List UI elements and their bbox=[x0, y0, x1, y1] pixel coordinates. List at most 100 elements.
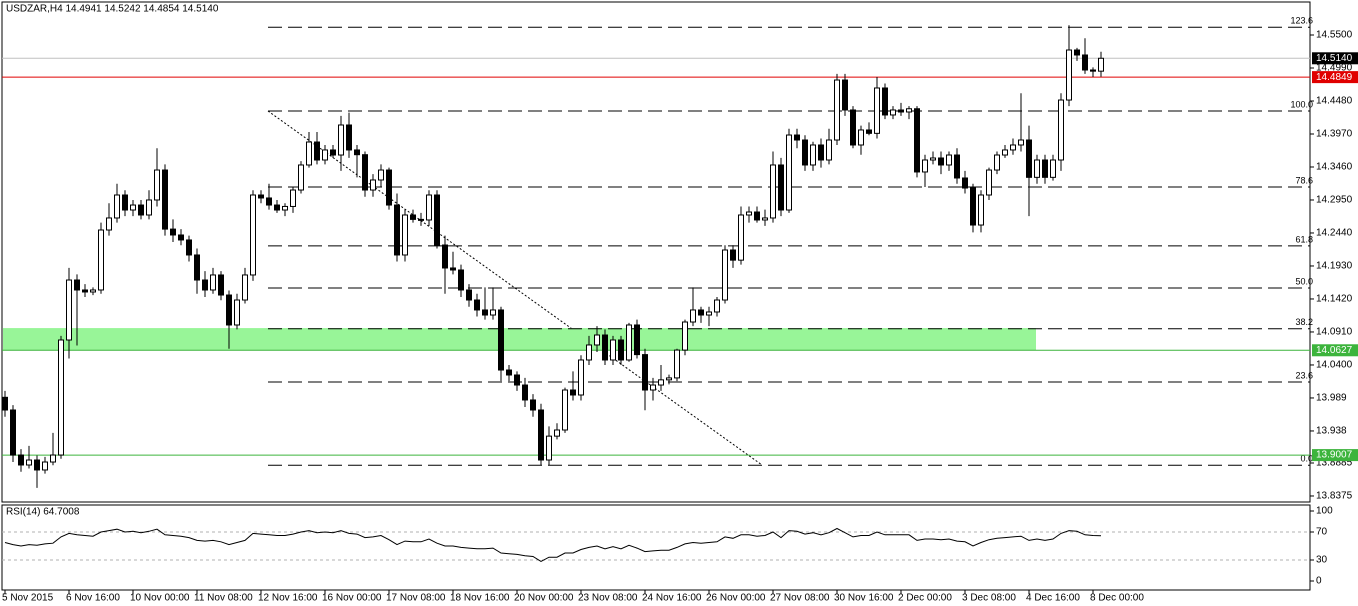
candle-body bbox=[386, 169, 392, 206]
candle-body bbox=[666, 377, 672, 381]
candle-body bbox=[810, 144, 816, 166]
fib-label: 100.0 bbox=[1290, 99, 1313, 109]
x-tick-label: 8 Dec 00:00 bbox=[1090, 593, 1144, 604]
candle-body bbox=[18, 454, 24, 466]
candle-body bbox=[34, 459, 40, 471]
candle-body bbox=[210, 274, 216, 291]
candle-body bbox=[114, 194, 120, 219]
candle-body bbox=[330, 149, 336, 156]
x-tick-label: 12 Nov 16:00 bbox=[258, 593, 318, 604]
rsi-tick-label: 30 bbox=[1316, 555, 1328, 566]
candle-body bbox=[346, 124, 352, 151]
candle-body bbox=[786, 134, 792, 211]
candle-body bbox=[1002, 149, 1008, 156]
rsi-line bbox=[4, 527, 1102, 562]
candle-body bbox=[674, 349, 680, 379]
x-tick-label: 24 Nov 16:00 bbox=[642, 593, 702, 604]
candle-body bbox=[458, 269, 464, 291]
candle-body bbox=[354, 149, 360, 156]
price-level-box bbox=[1312, 449, 1358, 462]
candle-body bbox=[1042, 159, 1048, 178]
candle-body bbox=[1018, 139, 1024, 146]
candle-body bbox=[162, 169, 168, 230]
candle-body bbox=[730, 249, 736, 261]
candle-body bbox=[298, 164, 304, 191]
x-tick-label: 4 Dec 16:00 bbox=[1026, 593, 1080, 604]
candle-body bbox=[1066, 49, 1072, 101]
candle-body bbox=[1010, 144, 1016, 151]
fib-label: 23.6 bbox=[1295, 370, 1313, 380]
y-tick-label: 14.1930 bbox=[1316, 261, 1353, 272]
candle-body bbox=[74, 279, 80, 291]
candle-body bbox=[378, 169, 384, 181]
price-level-label: 13.9007 bbox=[1316, 450, 1353, 461]
candle-body bbox=[642, 354, 648, 391]
candle-body bbox=[634, 324, 640, 356]
candle-body bbox=[1050, 159, 1056, 178]
y-tick-label: 13.8375 bbox=[1316, 491, 1353, 502]
price-level-box bbox=[1312, 344, 1358, 357]
candle-body bbox=[122, 194, 128, 211]
x-tick-label: 5 Nov 2015 bbox=[2, 593, 54, 604]
candle-body bbox=[794, 134, 800, 141]
candle-body bbox=[954, 154, 960, 179]
candle-body bbox=[498, 309, 504, 371]
candle-body bbox=[186, 239, 192, 256]
fib-trend-line bbox=[267, 110, 763, 466]
candle-body bbox=[146, 199, 152, 216]
candle-body bbox=[202, 279, 208, 291]
y-tick-label: 14.4480 bbox=[1316, 96, 1353, 107]
y-tick-label: 13.938 bbox=[1316, 426, 1347, 437]
fib-label: 123.6 bbox=[1290, 16, 1313, 26]
x-tick-label: 17 Nov 08:00 bbox=[386, 593, 446, 604]
x-tick-label: 11 Nov 08:00 bbox=[194, 593, 253, 604]
price-level-box bbox=[1312, 71, 1358, 84]
rsi-tick-label: 100 bbox=[1316, 506, 1333, 517]
candle-body bbox=[706, 311, 712, 316]
candle-body bbox=[1082, 54, 1088, 71]
candle-body bbox=[626, 324, 632, 361]
candle-body bbox=[866, 129, 872, 134]
candle-body bbox=[514, 374, 520, 386]
candle-body bbox=[554, 429, 560, 437]
candle-body bbox=[58, 339, 64, 456]
candle-body bbox=[314, 141, 320, 161]
candle-body bbox=[338, 124, 344, 156]
candle-body bbox=[10, 409, 16, 456]
candle-body bbox=[746, 211, 752, 216]
candle-body bbox=[922, 159, 928, 173]
candle-body bbox=[362, 154, 368, 191]
x-tick-label: 23 Nov 08:00 bbox=[578, 593, 638, 604]
y-tick-label: 13.8885 bbox=[1316, 458, 1353, 469]
candle-body bbox=[586, 344, 592, 361]
candle-body bbox=[1098, 57, 1104, 72]
candle-body bbox=[274, 204, 280, 211]
main-panel bbox=[1, 1, 1311, 503]
fib-label: 61.8 bbox=[1295, 234, 1313, 244]
candle-body bbox=[842, 79, 848, 111]
candle-body bbox=[170, 228, 176, 236]
candle-body bbox=[234, 299, 240, 326]
candle-body bbox=[82, 289, 88, 293]
candle-body bbox=[650, 384, 656, 391]
candle-body bbox=[282, 205, 288, 211]
candle-body bbox=[978, 194, 984, 226]
candle-body bbox=[570, 389, 576, 396]
candle-body bbox=[914, 108, 920, 173]
candle-body bbox=[266, 197, 272, 206]
candle-body bbox=[490, 309, 496, 316]
candle-body bbox=[42, 461, 48, 471]
candle-body bbox=[578, 359, 584, 396]
candle-body bbox=[754, 211, 760, 221]
candle-body bbox=[1090, 69, 1096, 72]
x-tick-label: 27 Nov 08:00 bbox=[770, 593, 830, 604]
candle-body bbox=[250, 194, 256, 276]
candle-body bbox=[906, 108, 912, 113]
rsi-tick-label: 70 bbox=[1316, 527, 1328, 538]
candle-body bbox=[1058, 99, 1064, 161]
candle-body bbox=[154, 169, 160, 201]
x-tick-label: 3 Dec 08:00 bbox=[962, 593, 1016, 604]
candle-body bbox=[434, 194, 440, 246]
x-tick-label: 26 Nov 00:00 bbox=[706, 593, 766, 604]
